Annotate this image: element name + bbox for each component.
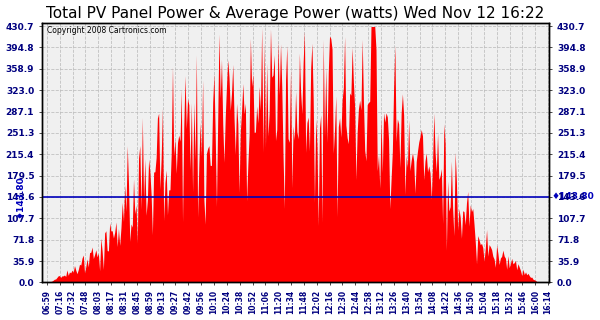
Text: ♦143.80: ♦143.80 [552,192,595,201]
Text: ♦143.80: ♦143.80 [15,175,24,218]
Text: Copyright 2008 Cartronics.com: Copyright 2008 Cartronics.com [47,26,166,35]
Title: Total PV Panel Power & Average Power (watts) Wed Nov 12 16:22: Total PV Panel Power & Average Power (wa… [46,5,545,20]
